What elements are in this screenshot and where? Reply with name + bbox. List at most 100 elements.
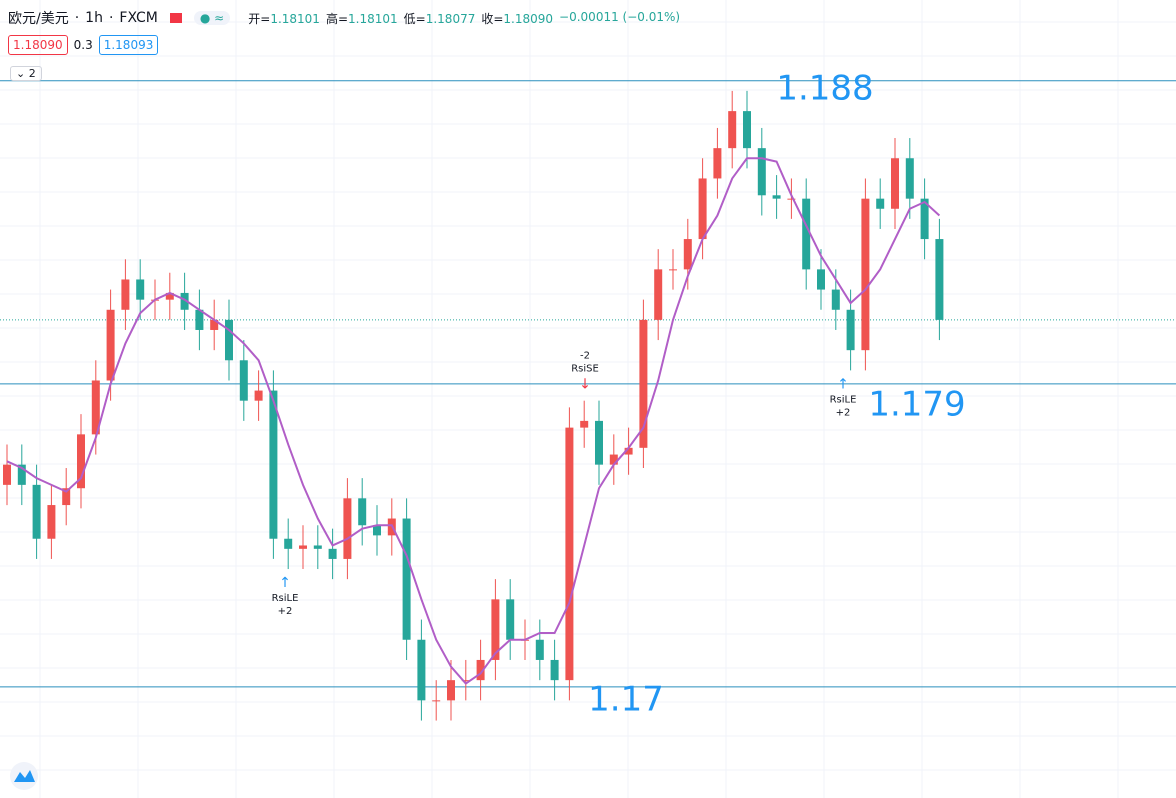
indicator-count: 2 (28, 67, 36, 80)
candle-body (106, 309, 115, 381)
candle-body (669, 269, 677, 271)
label: 低 (403, 11, 416, 26)
candle-body (831, 289, 840, 310)
sep: · (108, 10, 114, 26)
candle-body (624, 447, 633, 455)
candle-body (77, 434, 85, 489)
candle-body (210, 319, 219, 330)
logo-mark (14, 770, 35, 782)
signal-arrow: ↓ (579, 377, 591, 393)
candle-body (299, 545, 307, 549)
candle-body (328, 548, 337, 559)
candle-body (476, 659, 485, 681)
candle-body (136, 279, 145, 300)
candle-body (772, 195, 781, 199)
candle-body (743, 111, 751, 149)
candle-body (935, 239, 944, 320)
candle-body (17, 464, 26, 485)
label: 开 (248, 11, 261, 26)
candle-body (62, 488, 71, 506)
level-label: 1.188 (776, 69, 873, 109)
sell-price[interactable]: 1.18090 (8, 35, 68, 55)
candle-body (654, 269, 663, 320)
candle-body (239, 360, 248, 401)
symbol[interactable]: 欧元/美元 (8, 11, 69, 27)
flag-icon[interactable] (169, 13, 182, 23)
exchange: FXCM (119, 10, 158, 26)
signal-arrow: ↑ (279, 575, 291, 591)
signal-qty: +2 (836, 407, 851, 418)
buy-price[interactable]: 1.18093 (98, 35, 159, 55)
candle-body (535, 639, 544, 660)
candle-body (876, 198, 885, 209)
high: 高=1.18101 (325, 11, 398, 26)
candle-body (121, 279, 130, 310)
candle-body (358, 498, 367, 526)
candle-body (580, 420, 589, 428)
candle-body (225, 319, 233, 361)
candle-body (846, 309, 855, 351)
candle-body (402, 518, 411, 640)
logo (10, 762, 38, 790)
ohlc: 开=1.18101 高=1.18101 低=1.18077 收=1.18090 … (248, 10, 680, 27)
change: −0.00011 (−0.01%) (559, 9, 681, 24)
candle-body (565, 427, 574, 681)
candle-body (609, 454, 618, 465)
spread: 0.3 (73, 38, 93, 52)
candle-body (343, 498, 352, 559)
candle-body (639, 319, 648, 448)
symbol-header: 欧元/美元 · 1h · FXCM ● ≈ 开=1.18101 高=1.1810… (8, 8, 680, 28)
label: 高 (325, 11, 338, 26)
candle-body (461, 680, 470, 682)
value: 1.18077 (425, 11, 476, 26)
open: 开=1.18101 (248, 11, 320, 26)
signal-qty: +2 (278, 606, 293, 617)
candle-body (802, 198, 811, 270)
candle-body (269, 390, 278, 539)
value: 1.18090 (503, 11, 554, 26)
candle-body (491, 599, 500, 660)
candle-body (91, 380, 100, 435)
candle-body (861, 198, 870, 351)
value: 1.18101 (270, 11, 320, 26)
indicator-toggle[interactable]: ⌄ 2 (10, 66, 42, 81)
signal-label: RsiSE (571, 364, 599, 375)
low: 低=1.18077 (403, 11, 476, 26)
candle-body (417, 639, 426, 701)
candle-body (432, 700, 441, 702)
candle-body (683, 239, 692, 270)
candle-body (891, 158, 899, 209)
candle-body (373, 525, 381, 536)
signal-qty: -2 (580, 351, 590, 362)
candle-body (165, 292, 174, 300)
candle-body (757, 148, 766, 196)
candle-body (905, 158, 914, 199)
candle-body (595, 420, 603, 465)
signal-label: RsiLE (272, 593, 299, 604)
candle-body (284, 538, 293, 549)
signal-label: RsiLE (830, 394, 857, 405)
candle-body (47, 505, 56, 539)
candle-body (180, 292, 189, 310)
interval[interactable]: 1h (85, 10, 103, 26)
moving-average (6, 157, 941, 685)
signal-arrow: ↑ (837, 376, 849, 392)
candle-body (728, 111, 737, 149)
candle-body (3, 464, 11, 485)
candle-body (32, 484, 41, 539)
candle-body (506, 599, 515, 640)
close: 收=1.18090 (481, 11, 554, 26)
level-label: 1.179 (868, 385, 965, 425)
candle-body (254, 390, 263, 401)
label: 收 (481, 11, 494, 26)
sep: · (74, 10, 80, 26)
candle-body (920, 198, 929, 240)
candle-body (313, 545, 322, 549)
price-boxes: 1.18090 0.3 1.18093 (8, 35, 159, 55)
status-pill[interactable]: ● ≈ (193, 11, 231, 25)
candle-body (817, 269, 825, 290)
candle-body (550, 659, 559, 681)
candle-body (713, 148, 722, 179)
